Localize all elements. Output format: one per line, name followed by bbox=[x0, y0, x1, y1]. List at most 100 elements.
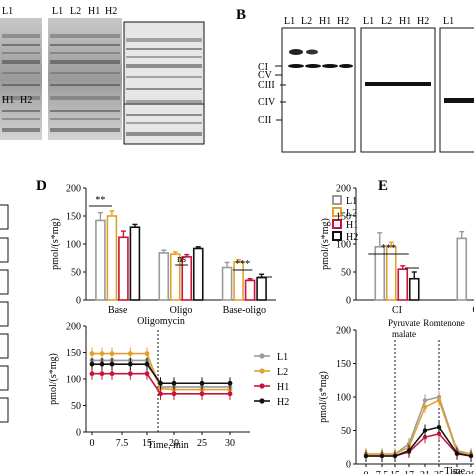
line-l2 bbox=[366, 399, 472, 455]
y-axis-label: pmol/(s*mg) bbox=[48, 353, 59, 405]
blot-box-2 bbox=[360, 27, 436, 153]
x-tick-label: 15 bbox=[390, 470, 400, 474]
gel-band bbox=[2, 128, 40, 132]
point-h2 bbox=[468, 453, 474, 459]
y-tick-label: 150 bbox=[66, 348, 81, 359]
point-h2 bbox=[99, 361, 105, 367]
gel-band bbox=[2, 52, 40, 54]
gel-band bbox=[50, 60, 120, 64]
x-axis-label: Time, min bbox=[147, 440, 188, 451]
gel-band bbox=[50, 118, 120, 120]
legend-marker-l1 bbox=[259, 353, 265, 359]
point-h2 bbox=[379, 453, 385, 459]
bar-h2 bbox=[129, 226, 141, 301]
y-axis-label: pmol/(s*mg) bbox=[320, 218, 331, 270]
y-tick-label: 200 bbox=[66, 322, 81, 333]
y-tick-label: 200 bbox=[336, 326, 351, 337]
category-label: Base-oligo bbox=[223, 305, 266, 316]
gel-band bbox=[2, 110, 40, 112]
gel-band bbox=[50, 44, 120, 46]
bar-l1 bbox=[158, 252, 170, 301]
point-h1 bbox=[171, 391, 177, 397]
legend-label-l1: L1 bbox=[346, 196, 357, 207]
x-tick-label: 21 bbox=[420, 470, 430, 474]
point-h2 bbox=[158, 380, 163, 386]
b-lane-l2: L2 bbox=[301, 16, 312, 27]
legend-marker-l2 bbox=[259, 368, 265, 374]
point-h2 bbox=[144, 361, 150, 367]
lane-label-2-l2: L2 bbox=[70, 6, 81, 17]
blot-box-1 bbox=[281, 27, 356, 153]
gel-band bbox=[126, 76, 202, 78]
band-cv-l2 bbox=[305, 64, 321, 68]
point-h2 bbox=[422, 428, 428, 433]
x-tick-label: 7.5 bbox=[116, 438, 129, 449]
x-tick-label: 28 bbox=[466, 470, 474, 474]
gel-band bbox=[126, 56, 202, 58]
lane-label-h2: H2 bbox=[20, 95, 32, 106]
point-l2 bbox=[422, 404, 428, 410]
b-lane-l1: L1 bbox=[284, 16, 295, 27]
x-tick-label: 15 bbox=[142, 438, 152, 449]
bar-h2 bbox=[192, 247, 204, 301]
gel-band bbox=[126, 122, 202, 124]
point-l2 bbox=[99, 351, 105, 356]
band-cv-h2 bbox=[339, 64, 353, 68]
y-tick-label: 100 bbox=[66, 240, 81, 251]
gel-band bbox=[2, 60, 40, 64]
point-h1 bbox=[436, 431, 442, 437]
point-h2 bbox=[199, 380, 205, 386]
gel-bands bbox=[2, 34, 202, 136]
bar-h1 bbox=[244, 279, 256, 301]
point-h2 bbox=[392, 453, 398, 459]
y-tick-label: 50 bbox=[71, 401, 81, 412]
y-tick-label: 0 bbox=[346, 296, 351, 307]
panel-label-d: D bbox=[36, 178, 47, 194]
label-cii: CII bbox=[258, 115, 271, 126]
b-lane-l2-2: L2 bbox=[381, 16, 392, 27]
x-tick-label: 0 bbox=[364, 470, 369, 474]
legend-label-h1: H1 bbox=[346, 220, 358, 231]
category-label: Base bbox=[108, 305, 128, 316]
annotation-oligomycin: Oligomycin bbox=[137, 316, 185, 327]
label-civ: CIV bbox=[258, 97, 276, 108]
point-l2 bbox=[144, 351, 150, 356]
point-h1 bbox=[422, 435, 428, 440]
point-h2 bbox=[436, 424, 442, 430]
category-label: CII bbox=[472, 305, 474, 316]
chart-d-line: 0 50 100 150 200 pmol/(s*mg) 0 7.5 15 20 25 30 Time,… bbox=[48, 316, 289, 451]
bar-l1 bbox=[221, 266, 233, 301]
y-tick-label: 150 bbox=[66, 212, 81, 223]
point-h1 bbox=[127, 371, 133, 377]
lane-label-l1: L1 bbox=[2, 6, 13, 17]
x-tick-label: 25 bbox=[197, 438, 207, 449]
point-h1 bbox=[109, 371, 115, 377]
point-l2 bbox=[109, 351, 115, 356]
b-lane-l1-3: L1 bbox=[443, 16, 454, 27]
legend-swatch-l1 bbox=[332, 195, 342, 205]
category-label: Oligo bbox=[170, 305, 193, 316]
annotation-romtenone: Romtenone bbox=[423, 318, 465, 328]
legend-swatch-h1 bbox=[332, 219, 342, 229]
blot-lane-labels-left: L1 H1 H2 L1 L2 H1 H2 bbox=[2, 6, 117, 106]
point-h2 bbox=[363, 453, 369, 459]
lane-label-2-h2: H2 bbox=[105, 6, 117, 17]
y-tick-label: 0 bbox=[76, 296, 81, 307]
bar-l1 bbox=[374, 246, 386, 301]
sublabel-malate: malate bbox=[392, 329, 416, 339]
band-civ bbox=[444, 98, 474, 103]
x-axis-label: Time, bbox=[444, 466, 467, 474]
legend-swatch-h2 bbox=[332, 231, 342, 241]
gel-band bbox=[50, 110, 120, 112]
complex-ticks bbox=[275, 65, 286, 121]
significance-label: *** bbox=[235, 259, 250, 270]
point-h1 bbox=[99, 371, 105, 377]
gel-band bbox=[50, 84, 120, 86]
chart-e-bar: 0 50 100 150 200 pmol/(s*mg) CI CII *** Pyruvatem… bbox=[320, 184, 474, 339]
sublabel-pyruvate: Pyruvate bbox=[388, 318, 420, 328]
significance-label: ** bbox=[95, 195, 105, 206]
b-lane-h2-2: H2 bbox=[417, 16, 429, 27]
point-h2 bbox=[406, 448, 412, 453]
legend-label-l2: L2 bbox=[277, 367, 288, 378]
